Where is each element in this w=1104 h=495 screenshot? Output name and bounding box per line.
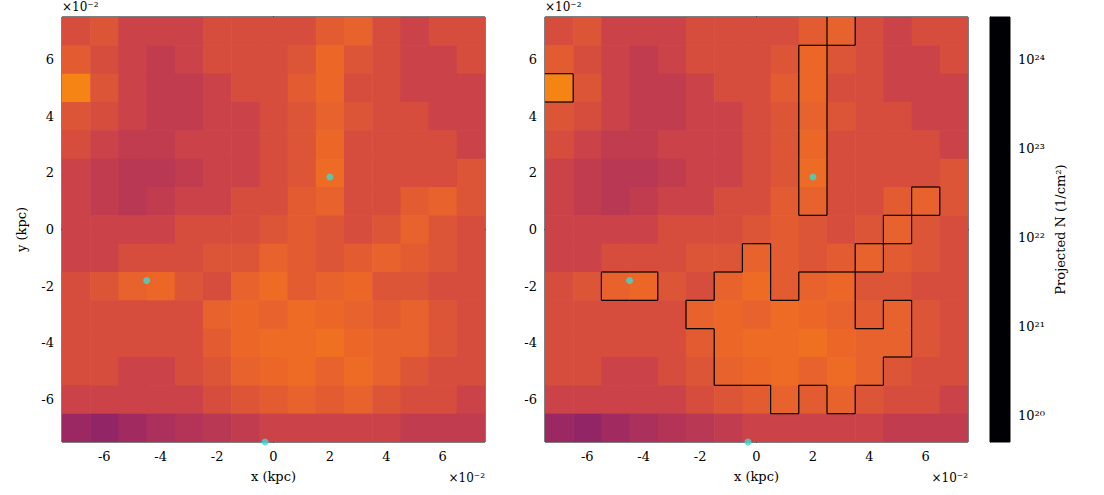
svg-text:2: 2 (46, 165, 54, 180)
svg-text:6: 6 (922, 449, 930, 464)
svg-text:Projected N (1/cm²): Projected N (1/cm²) (1053, 164, 1068, 294)
svg-text:-4: -4 (154, 449, 167, 464)
svg-text:6: 6 (529, 52, 537, 67)
svg-text:10²²: 10²² (1018, 230, 1045, 245)
svg-text:x (kpc): x (kpc) (734, 469, 779, 484)
svg-text:y (kpc): y (kpc) (14, 207, 29, 253)
svg-text:4: 4 (382, 449, 390, 464)
svg-text:2: 2 (529, 165, 537, 180)
svg-text:×10⁻²: ×10⁻² (449, 471, 486, 485)
svg-text:2: 2 (326, 449, 334, 464)
svg-text:4: 4 (865, 449, 873, 464)
svg-text:6: 6 (46, 52, 54, 67)
svg-text:4: 4 (529, 109, 537, 124)
svg-text:0: 0 (752, 449, 760, 464)
svg-text:-2: -2 (211, 449, 224, 464)
svg-text:-4: -4 (41, 335, 54, 350)
svg-text:-6: -6 (98, 449, 111, 464)
svg-text:-6: -6 (581, 449, 594, 464)
svg-text:-6: -6 (524, 392, 537, 407)
svg-text:x (kpc): x (kpc) (251, 469, 296, 484)
svg-text:10²⁴: 10²⁴ (1018, 52, 1045, 67)
svg-text:×10⁻²: ×10⁻² (932, 471, 969, 485)
svg-text:0: 0 (46, 222, 54, 237)
svg-text:0: 0 (529, 222, 537, 237)
svg-text:10²³: 10²³ (1018, 141, 1045, 156)
svg-text:0: 0 (269, 449, 277, 464)
svg-text:10²⁰: 10²⁰ (1018, 408, 1045, 423)
svg-text:10²¹: 10²¹ (1018, 319, 1045, 334)
svg-text:-4: -4 (637, 449, 650, 464)
svg-text:-4: -4 (524, 335, 537, 350)
svg-text:-2: -2 (41, 279, 54, 294)
svg-text:×10⁻²: ×10⁻² (545, 0, 582, 14)
svg-text:×10⁻²: ×10⁻² (62, 0, 99, 14)
svg-text:-2: -2 (694, 449, 707, 464)
svg-text:6: 6 (439, 449, 447, 464)
svg-text:-6: -6 (41, 392, 54, 407)
svg-text:4: 4 (46, 109, 54, 124)
svg-text:-2: -2 (524, 279, 537, 294)
svg-text:2: 2 (809, 449, 817, 464)
